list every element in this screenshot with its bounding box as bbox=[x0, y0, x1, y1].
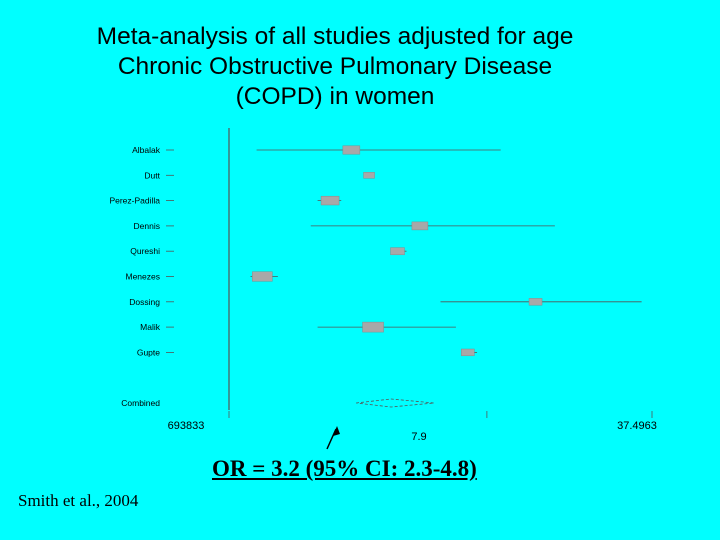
study-box bbox=[528, 298, 543, 306]
study-box bbox=[362, 321, 384, 333]
arrow-head bbox=[333, 426, 340, 436]
study-box bbox=[390, 247, 405, 256]
title-line-1: Meta-analysis of all studies adjusted fo… bbox=[96, 23, 574, 50]
study-box bbox=[363, 172, 375, 179]
citation: Smith et al., 2004 bbox=[18, 491, 139, 510]
chart-title: Meta-analysis of all studies adjusted fo… bbox=[0, 22, 670, 112]
study-label: Albalak bbox=[132, 145, 161, 155]
x-tick-label: 693833 bbox=[168, 420, 205, 432]
study-box bbox=[411, 221, 429, 231]
study-label: Dutt bbox=[144, 170, 160, 180]
study-label: Malik bbox=[140, 322, 161, 332]
x-tick-label: 37.4963 bbox=[617, 420, 657, 432]
study-label: Qureshi bbox=[130, 246, 160, 256]
x-tick-label: 7.9 bbox=[411, 431, 426, 443]
study-box bbox=[461, 348, 475, 357]
title-line-3: (COPD) in women bbox=[235, 83, 435, 110]
study-box bbox=[320, 195, 340, 206]
study-label: Dennis bbox=[134, 221, 160, 231]
combined-diamond bbox=[356, 398, 435, 408]
study-label: Perez-Padilla bbox=[109, 196, 160, 206]
study-label: Dossing bbox=[129, 297, 160, 307]
study-box bbox=[252, 271, 273, 282]
title-line-2: Chronic Obstructive Pulmonary Disease bbox=[117, 53, 553, 80]
study-box bbox=[342, 145, 361, 155]
summary-odds-ratio: OR = 3.2 (95% CI: 2.3-4.8) bbox=[212, 456, 477, 481]
study-label: Menezes bbox=[126, 272, 161, 282]
study-label: Gupte bbox=[137, 347, 160, 357]
combined-label: Combined bbox=[121, 398, 160, 408]
